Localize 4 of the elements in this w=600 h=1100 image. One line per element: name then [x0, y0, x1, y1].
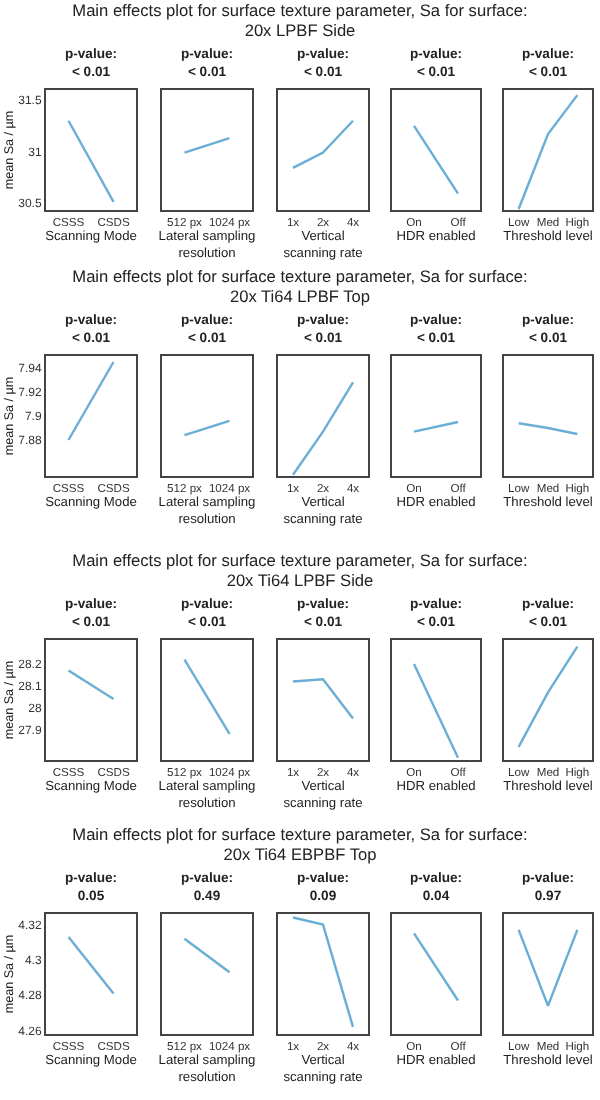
text: Main effects plot for surface texture parameter, Sa for surface: 20x LPBF Side — [70, 0, 530, 40]
text: Main effects plot for surface texture parameter, Sa for surface: 20x Ti64 LPBF Side — [70, 550, 530, 590]
text: Main effects plot for surface texture parameter, Sa for surface: 20x Ti64 EBPBF Top — [70, 824, 530, 864]
text: Main effects plot for surface texture parameter, Sa for surface: 20x Ti64 LPBF Top — [70, 266, 530, 306]
